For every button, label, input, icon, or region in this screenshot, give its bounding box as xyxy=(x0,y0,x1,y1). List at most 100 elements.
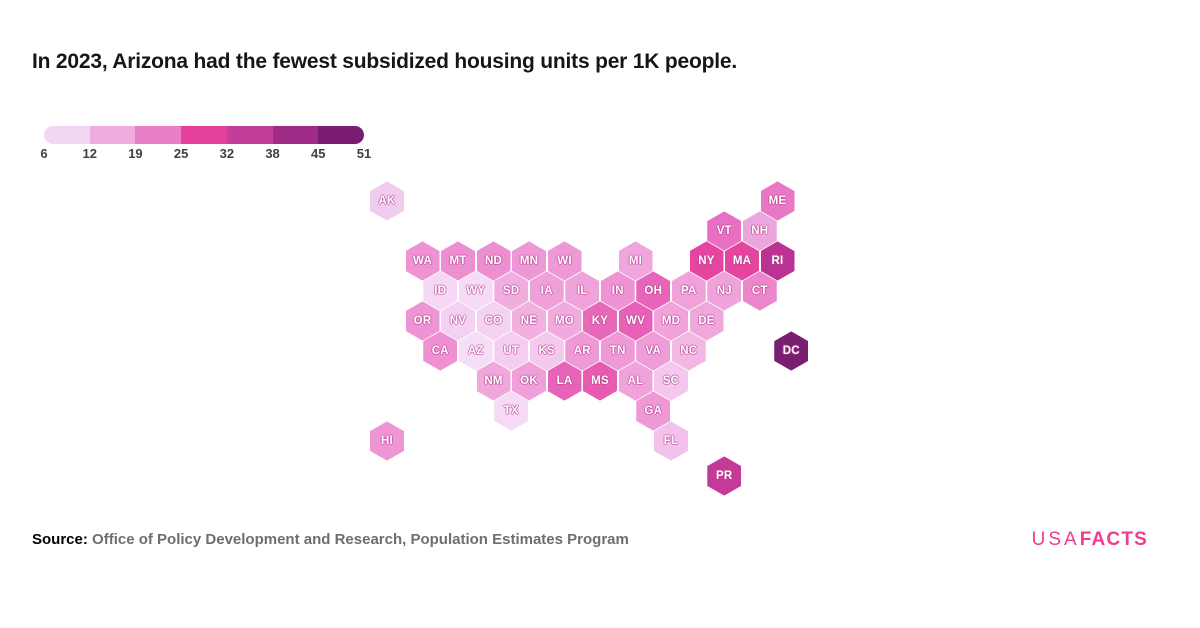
state-hex-MS[interactable]: MS xyxy=(583,361,617,401)
state-hex-label: MS xyxy=(591,374,609,387)
usafacts-logo: USAFACTS xyxy=(1032,529,1148,551)
state-hex-CT[interactable]: CT xyxy=(742,271,777,311)
state-hex-MA[interactable]: MA xyxy=(725,241,759,281)
legend-color-segment xyxy=(181,126,227,144)
state-hex-TN[interactable]: TN xyxy=(600,331,635,371)
state-hex-label: VA xyxy=(645,344,662,357)
state-hex-ME[interactable]: ME xyxy=(760,181,795,221)
state-hex-label: ID xyxy=(434,284,447,297)
legend-tick-label: 6 xyxy=(40,146,48,161)
state-hex-AK[interactable]: AK xyxy=(370,181,404,221)
state-hex-label: OH xyxy=(644,284,663,297)
state-hex-NH[interactable]: NH xyxy=(742,211,777,251)
state-hex-PA[interactable]: PA xyxy=(671,271,706,311)
state-hex-label: KY xyxy=(591,314,609,327)
state-hex-WV[interactable]: WV xyxy=(618,301,653,341)
state-hex-label: CO xyxy=(484,314,503,327)
legend-color-segment xyxy=(135,126,182,144)
state-hex-MN[interactable]: MN xyxy=(512,241,546,281)
state-hex-label: NJ xyxy=(716,284,732,297)
state-hex-GA[interactable]: GA xyxy=(636,391,671,431)
source-label: Source: xyxy=(32,531,88,548)
state-hex-label: MN xyxy=(519,254,539,267)
state-hex-label: KS xyxy=(538,344,555,357)
state-hex-label: MD xyxy=(661,314,681,327)
chart-title: In 2023, Arizona had the fewest subsidiz… xyxy=(32,50,737,73)
state-hex-HI[interactable]: HI xyxy=(370,421,404,461)
state-hex-label: MI xyxy=(628,254,643,267)
state-hex-MD[interactable]: MD xyxy=(654,301,688,341)
state-hex-label: WV xyxy=(626,314,645,327)
state-hex-IL[interactable]: IL xyxy=(565,271,600,311)
legend-color-segment xyxy=(318,126,364,144)
state-hex-NJ[interactable]: NJ xyxy=(707,271,742,311)
state-hex-label: FL xyxy=(663,434,679,447)
state-hex-DC[interactable]: DC xyxy=(774,331,809,371)
state-hex-NE[interactable]: NE xyxy=(512,301,546,341)
state-hex-label: CT xyxy=(751,284,768,297)
state-hex-label: LA xyxy=(556,374,573,387)
state-hex-AL[interactable]: AL xyxy=(618,361,653,401)
state-hex-label: RI xyxy=(771,254,784,267)
legend-tick-label: 19 xyxy=(128,146,143,161)
state-hex-WI[interactable]: WI xyxy=(547,241,582,281)
state-hex-KY[interactable]: KY xyxy=(583,301,617,341)
state-hex-label: SD xyxy=(503,284,520,297)
state-hex-NY[interactable]: NY xyxy=(689,241,724,281)
state-hex-label: HI xyxy=(381,434,393,447)
state-hex-MI[interactable]: MI xyxy=(618,241,653,281)
state-hex-label: IN xyxy=(611,284,624,297)
state-hex-label: PA xyxy=(680,284,697,297)
state-hex-VT[interactable]: VT xyxy=(707,211,742,251)
legend-color-segment xyxy=(272,126,319,144)
legend-tick-label: 12 xyxy=(82,146,97,161)
state-hex-PR[interactable]: PR xyxy=(707,456,742,496)
state-hex-OH[interactable]: OH xyxy=(636,271,671,311)
state-hex-label: TN xyxy=(609,344,626,357)
state-hex-VA[interactable]: VA xyxy=(636,331,671,371)
legend-color-segment xyxy=(44,126,90,144)
state-hex-NC[interactable]: NC xyxy=(671,331,706,371)
state-hex-label: DC xyxy=(782,344,800,357)
state-hex-label: CA xyxy=(431,344,449,357)
color-scale-legend xyxy=(44,126,364,144)
state-hex-LA[interactable]: LA xyxy=(547,361,582,401)
legend-tick-label: 38 xyxy=(265,146,280,161)
state-hex-IA[interactable]: IA xyxy=(529,271,564,311)
state-hex-label: GA xyxy=(644,404,663,417)
usafacts-logo-facts: FACTS xyxy=(1079,529,1148,550)
state-hex-label: IL xyxy=(576,284,588,297)
state-hex-label: IA xyxy=(540,284,553,297)
state-hex-SC[interactable]: SC xyxy=(654,361,688,401)
color-scale-tick-labels: 6 12 19 25 32 38 45 51 xyxy=(40,146,371,162)
state-hex-label: AZ xyxy=(467,344,484,357)
state-hex-label: NH xyxy=(751,224,769,237)
state-hex-AR[interactable]: AR xyxy=(565,331,600,371)
state-hex-FL[interactable]: FL xyxy=(654,421,688,461)
state-hex-RI[interactable]: RI xyxy=(760,241,795,281)
state-hex-label: AL xyxy=(627,374,644,387)
state-hex-DE[interactable]: DE xyxy=(689,301,724,341)
state-hex-OK[interactable]: OK xyxy=(512,361,546,401)
state-hex-label: MA xyxy=(732,254,752,267)
state-hex-label: VT xyxy=(716,224,732,237)
source-text: Office of Policy Development and Researc… xyxy=(92,531,629,548)
state-hex-label: OK xyxy=(520,374,538,387)
state-hex-label: MT xyxy=(449,254,467,267)
state-hex-label: ME xyxy=(768,194,787,207)
state-hex-label: MO xyxy=(555,314,574,327)
state-hex-IN[interactable]: IN xyxy=(600,271,635,311)
legend-tick-label: 45 xyxy=(311,146,326,161)
state-hex-label: UT xyxy=(503,344,520,357)
state-hex-label: NE xyxy=(520,314,538,327)
state-hex-label: NC xyxy=(680,344,698,357)
state-hex-MO[interactable]: MO xyxy=(547,301,582,341)
state-hex-label: WA xyxy=(413,254,432,267)
state-hex-label: ND xyxy=(484,254,502,267)
legend-tick-label: 32 xyxy=(219,146,235,161)
legend-tick-label: 51 xyxy=(356,146,372,161)
state-hex-label: NY xyxy=(698,254,715,267)
state-hex-KS[interactable]: KS xyxy=(529,331,564,371)
state-hex-label: WY xyxy=(466,284,486,297)
